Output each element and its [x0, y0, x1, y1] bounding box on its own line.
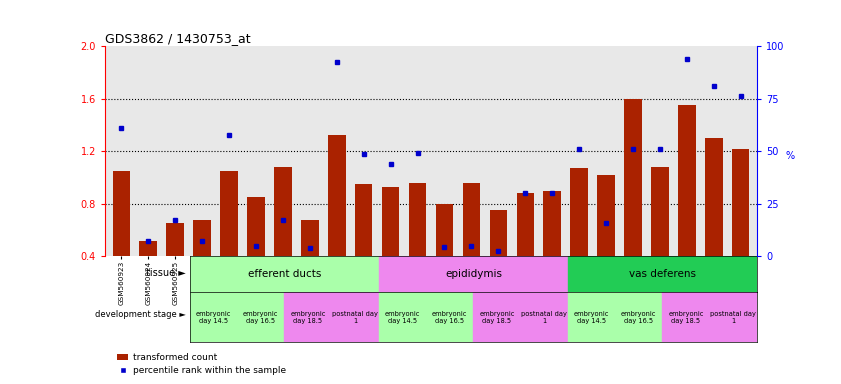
Bar: [732, 149, 749, 309]
Bar: [426, 293, 473, 342]
Bar: [409, 183, 426, 309]
Bar: [140, 240, 157, 309]
Bar: [113, 171, 130, 309]
Bar: [247, 197, 265, 309]
Bar: [284, 293, 331, 342]
Bar: [463, 183, 480, 309]
Bar: [167, 223, 184, 309]
Bar: [543, 190, 561, 309]
Y-axis label: %: %: [785, 151, 795, 161]
Bar: [331, 293, 378, 342]
Text: tissue ►: tissue ►: [145, 268, 186, 278]
Text: epididymis: epididymis: [445, 270, 502, 280]
Text: postnatal day
1: postnatal day 1: [711, 311, 756, 324]
Text: postnatal day
1: postnatal day 1: [521, 311, 567, 324]
Bar: [378, 257, 568, 293]
Bar: [237, 293, 284, 342]
Text: embryonic
day 14.5: embryonic day 14.5: [574, 311, 609, 324]
Bar: [615, 293, 663, 342]
Text: embryonic
day 18.5: embryonic day 18.5: [479, 311, 515, 324]
Bar: [597, 175, 615, 309]
Bar: [521, 293, 568, 342]
Bar: [328, 136, 346, 309]
Bar: [568, 293, 615, 342]
Bar: [663, 293, 710, 342]
Bar: [473, 293, 521, 342]
Bar: [489, 210, 507, 309]
Bar: [710, 293, 757, 342]
Text: embryonic
day 16.5: embryonic day 16.5: [621, 311, 657, 324]
Legend: transformed count, percentile rank within the sample: transformed count, percentile rank withi…: [114, 349, 289, 379]
Text: embryonic
day 18.5: embryonic day 18.5: [669, 311, 704, 324]
Bar: [651, 167, 669, 309]
Bar: [382, 187, 399, 309]
Text: efferent ducts: efferent ducts: [248, 270, 321, 280]
Text: embryonic
day 16.5: embryonic day 16.5: [432, 311, 468, 324]
Text: GDS3862 / 1430753_at: GDS3862 / 1430753_at: [105, 32, 251, 45]
Bar: [436, 204, 453, 309]
Bar: [301, 220, 319, 309]
Bar: [678, 105, 696, 309]
Bar: [193, 220, 211, 309]
Bar: [274, 167, 292, 309]
Text: postnatal day
1: postnatal day 1: [332, 311, 378, 324]
Bar: [624, 99, 642, 309]
Bar: [355, 184, 373, 309]
Text: embryonic
day 14.5: embryonic day 14.5: [196, 311, 231, 324]
Text: embryonic
day 14.5: embryonic day 14.5: [385, 311, 420, 324]
Bar: [516, 193, 534, 309]
Bar: [570, 168, 588, 309]
Text: embryonic
day 18.5: embryonic day 18.5: [290, 311, 325, 324]
Bar: [378, 293, 426, 342]
Text: development stage ►: development stage ►: [95, 310, 186, 319]
Text: vas deferens: vas deferens: [629, 270, 696, 280]
Text: embryonic
day 16.5: embryonic day 16.5: [243, 311, 278, 324]
Bar: [705, 138, 722, 309]
Bar: [568, 257, 757, 293]
Bar: [220, 171, 238, 309]
Bar: [190, 257, 378, 293]
Bar: [190, 293, 237, 342]
